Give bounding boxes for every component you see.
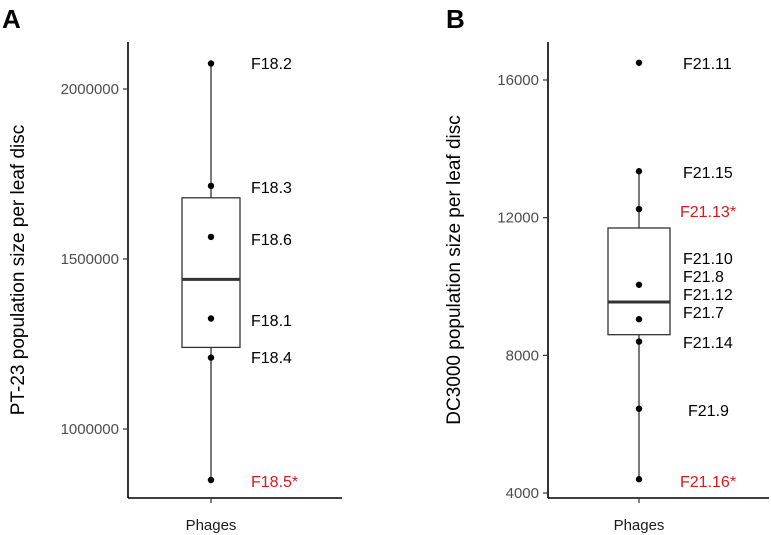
point-label: F18.2 — [251, 56, 292, 73]
point-label: F21.7 — [683, 305, 724, 322]
data-point — [207, 60, 215, 67]
point-label: F18.4 — [251, 350, 292, 367]
data-point — [635, 168, 643, 175]
data-point — [635, 59, 643, 66]
point-label: F21.9 — [688, 403, 729, 420]
iqr-box — [181, 197, 241, 349]
y-tick-label: 1000000 — [61, 421, 119, 438]
point-label: F21.13* — [680, 204, 736, 221]
panel-letter-b: B — [446, 4, 465, 34]
y-tick-label: 2000000 — [61, 81, 119, 98]
data-point — [635, 205, 643, 213]
point-label: F21.12 — [683, 287, 733, 304]
point-label: F21.8 — [683, 269, 724, 286]
point-label: F21.11 — [683, 56, 732, 73]
point-label: F18.5* — [251, 474, 298, 491]
data-point — [635, 405, 643, 412]
data-point — [635, 315, 643, 323]
y-tick-label: 16000 — [497, 72, 539, 89]
point-label: F18.6 — [251, 232, 292, 249]
data-point — [207, 315, 215, 322]
y-tick-label: 1500000 — [61, 251, 119, 268]
point-label: F18.1 — [251, 313, 292, 330]
point-label: F18.3 — [251, 180, 292, 197]
point-label: F21.10 — [683, 251, 733, 268]
data-point — [207, 354, 215, 361]
x-tick-label: Phages — [186, 517, 237, 534]
point-label: F21.14 — [683, 335, 733, 352]
y-axis-title: PT-23 population size per leaf disc — [8, 125, 29, 415]
y-tick-label: 12000 — [497, 210, 539, 227]
x-tick-label: Phages — [614, 517, 665, 534]
y-tick-label: 8000 — [506, 347, 539, 364]
point-label: F21.16* — [680, 474, 736, 491]
y-axis-title: DC3000 population size per leaf disc — [444, 115, 465, 424]
data-point — [207, 182, 215, 190]
point-label: F21.15 — [683, 165, 733, 182]
data-point — [207, 233, 215, 241]
panel-letter-a: A — [2, 4, 21, 34]
data-point — [635, 281, 643, 288]
data-point — [635, 476, 643, 483]
data-point — [635, 338, 643, 345]
y-tick-label: 4000 — [506, 485, 539, 502]
data-point — [207, 476, 215, 484]
